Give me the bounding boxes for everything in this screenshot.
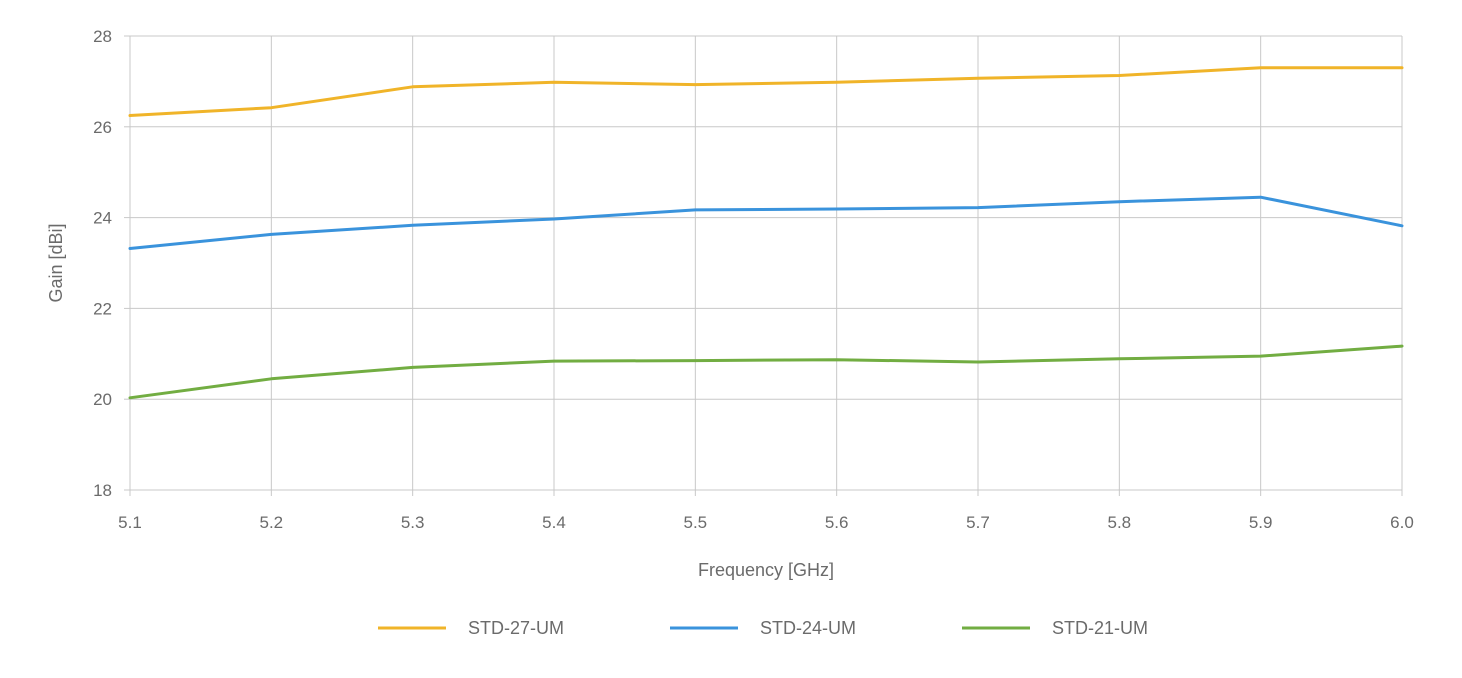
series-line-std-27-um (128, 66, 1404, 117)
y-tick-label: 18 (93, 481, 112, 500)
series-line-std-24-um (128, 195, 1404, 250)
x-tick-label: 5.5 (684, 513, 708, 532)
y-tick-label: 26 (93, 118, 112, 137)
legend-item-std-24-um: STD-24-UM (670, 618, 856, 638)
y-axis-ticks: 18 20 22 24 26 28 (93, 27, 112, 500)
x-tick-label: 5.4 (542, 513, 566, 532)
legend-label: STD-21-UM (1052, 618, 1148, 638)
y-tick-label: 20 (93, 390, 112, 409)
y-tick-label: 28 (93, 27, 112, 46)
x-tick-label: 5.7 (966, 513, 990, 532)
y-tick-label: 22 (93, 299, 112, 318)
legend: STD-27-UM STD-24-UM STD-21-UM (378, 618, 1148, 638)
x-tick-label: 6.0 (1390, 513, 1414, 532)
x-tick-label: 5.9 (1249, 513, 1273, 532)
x-axis-title: Frequency [GHz] (698, 560, 834, 580)
series-line-std-21-um (128, 344, 1404, 400)
legend-label: STD-27-UM (468, 618, 564, 638)
x-tick-label: 5.6 (825, 513, 849, 532)
y-tick-label: 24 (93, 209, 112, 228)
x-tick-label: 5.2 (260, 513, 284, 532)
x-axis-ticks: 5.1 5.2 5.3 5.4 5.5 5.6 5.7 5.8 5.9 6.0 (118, 513, 1414, 532)
legend-label: STD-24-UM (760, 618, 856, 638)
y-axis-title: Gain [dBi] (46, 223, 66, 302)
x-tick-label: 5.8 (1108, 513, 1132, 532)
x-tick-label: 5.1 (118, 513, 142, 532)
legend-item-std-27-um: STD-27-UM (378, 618, 564, 638)
x-tick-label: 5.3 (401, 513, 425, 532)
grid (124, 35, 1403, 496)
legend-item-std-21-um: STD-21-UM (962, 618, 1148, 638)
series-lines (128, 66, 1404, 400)
